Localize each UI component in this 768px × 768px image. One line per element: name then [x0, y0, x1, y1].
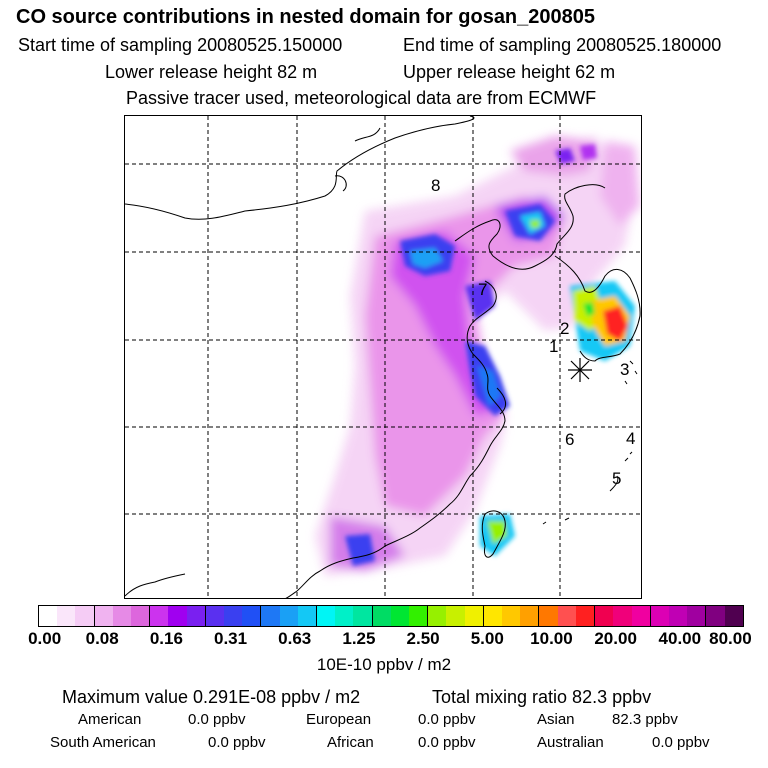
american-label: American	[78, 711, 142, 728]
colorbar-segment	[335, 606, 354, 626]
grid-layer	[125, 116, 641, 598]
colorbar-tick-label: 10.00	[530, 629, 573, 648]
lower-release-label: Lower release height 82 m	[105, 62, 318, 82]
concentration-map: 1 2 3 4 5 6 7 8	[124, 115, 642, 599]
colorbar-segment	[409, 606, 429, 626]
colorbar-segment	[261, 606, 280, 626]
total-mixing-label: Total mixing ratio 82.3 ppbv	[432, 687, 652, 707]
colorbar-segment	[150, 606, 169, 626]
region-label-5: 5	[612, 469, 622, 488]
colorbar-tick-label: 0.00	[28, 629, 62, 648]
colorbar-segment	[557, 606, 576, 626]
colorbar-tick-label: 0.16	[149, 629, 183, 648]
asian-label: Asian	[537, 711, 575, 728]
region-label-8: 8	[431, 176, 441, 195]
colorbar-tick-label: 0.63	[278, 629, 312, 648]
colorbar-segment	[520, 606, 540, 626]
colorbar-tick-label: 0.08	[85, 629, 119, 648]
colorbar-tick-label: 40.00	[658, 629, 702, 648]
south-american-value: 0.0 ppbv	[208, 734, 266, 751]
asian-value: 82.3 ppbv	[612, 711, 678, 728]
colorbar-segment	[39, 606, 58, 626]
colorbar-segment	[539, 606, 558, 626]
colorbar-tick-label: 20.00	[594, 629, 637, 648]
colorbar-segment	[279, 606, 298, 626]
colorbar-segment	[297, 606, 318, 626]
colorbar-segment	[372, 606, 391, 626]
australian-label: Australian	[537, 734, 604, 751]
colorbar-segment	[112, 606, 132, 626]
colorbar-segment	[706, 606, 725, 626]
map-canvas	[125, 116, 641, 598]
max-value-label: Maximum value 0.291E-08 ppbv / m2	[62, 687, 361, 707]
colorbar-segment	[75, 606, 95, 626]
colorbar-segment	[687, 606, 707, 626]
colorbar-segment	[724, 606, 743, 626]
coastline-layer	[125, 116, 641, 598]
colorbar-segment	[631, 606, 651, 626]
colorbar-tick-label: 0.31	[213, 629, 248, 648]
colorbar-segment	[502, 606, 521, 626]
colorbar-tick-label: 1.25	[342, 629, 376, 648]
plot-title: CO source contributions in nested domain…	[16, 6, 596, 28]
plume-layer	[315, 136, 640, 576]
upper-release-label: Upper release height 62 m	[403, 62, 616, 82]
colorbar-segment	[446, 606, 465, 626]
colorbar-segment	[353, 606, 373, 626]
colorbar-segment	[483, 606, 503, 626]
european-value: 0.0 ppbv	[418, 711, 476, 728]
colorbar-segment	[595, 606, 614, 626]
colorbar-segment	[224, 606, 243, 626]
start-time-label: Start time of sampling 20080525.150000	[18, 35, 343, 55]
region-label-6: 6	[565, 430, 575, 449]
region-label-4: 4	[626, 429, 636, 448]
colorbar-segment	[464, 606, 484, 626]
colorbar-segment	[613, 606, 632, 626]
colorbar-segment	[242, 606, 262, 626]
south-american-label: South American	[50, 734, 156, 751]
african-value: 0.0 ppbv	[418, 734, 476, 751]
colorbar-tick-label: 80.00	[709, 629, 752, 648]
colorbar-segment	[94, 606, 113, 626]
australian-value: 0.0 ppbv	[652, 734, 710, 751]
colorbar-segment	[668, 606, 688, 626]
colorbar-segment	[650, 606, 669, 626]
end-time-label: End time of sampling 20080525.180000	[403, 35, 722, 55]
colorbar-unit: 10E-10 ppbv / m2	[316, 655, 452, 674]
region-label-7: 7	[478, 280, 488, 299]
region-label-3: 3	[620, 360, 630, 379]
american-value: 0.0 ppbv	[188, 711, 246, 728]
colorbar-segment	[57, 606, 76, 626]
european-label: European	[306, 711, 372, 728]
colorbar-tick-label: 2.50	[406, 629, 440, 648]
colorbar-segment	[205, 606, 225, 626]
colorbar-segment	[186, 606, 206, 626]
colorbar-segment	[317, 606, 336, 626]
colorbar-segment	[131, 606, 151, 626]
colorbar-segment	[390, 606, 410, 626]
colorbar-tick-label: 5.00	[470, 629, 504, 648]
african-label: African	[327, 734, 374, 751]
region-label-1: 1	[549, 337, 559, 356]
colorbar-segment	[168, 606, 187, 626]
colorbar	[38, 605, 744, 627]
colorbar-segment	[428, 606, 447, 626]
tracer-note: Passive tracer used, meteorological data…	[126, 88, 597, 108]
region-label-2: 2	[560, 319, 570, 338]
colorbar-segment	[575, 606, 596, 626]
release-site-marker	[568, 358, 592, 382]
